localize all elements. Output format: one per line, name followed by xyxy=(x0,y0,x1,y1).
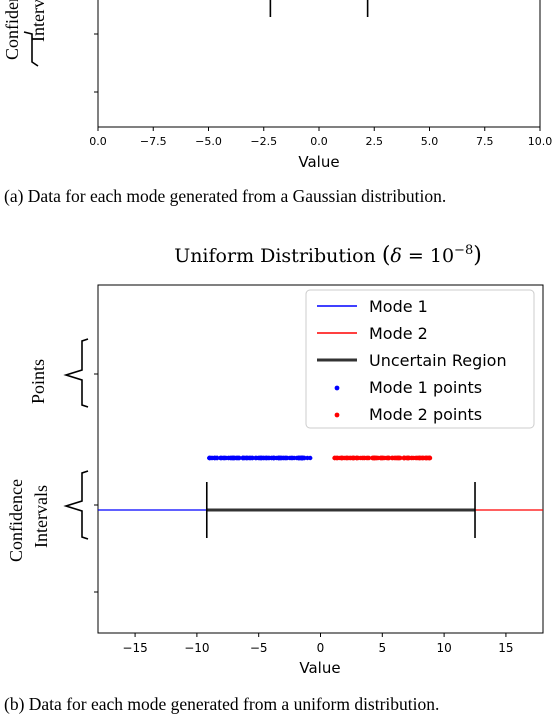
legend-mode-1-label: Mode 1 xyxy=(369,297,428,316)
panel-b: Uniform Distribution (δ = 10−8) −15 −10 −5… xyxy=(6,243,544,677)
legend-mode-1-points-label: Mode 1 points xyxy=(369,378,482,397)
mode-1-points-point xyxy=(271,455,277,461)
panel-a-x-axis-label: Value xyxy=(298,153,339,171)
legend-mode-2-label: Mode 2 xyxy=(369,324,428,343)
panel-a-xtick-label: −5.0 xyxy=(195,135,222,148)
panel-a-interval-markers xyxy=(269,0,369,17)
mode-2-points-point xyxy=(409,455,414,461)
mode-1-points-point xyxy=(228,455,233,461)
panel-b-xtick-label: 15 xyxy=(498,641,513,655)
panel-b-series xyxy=(98,482,543,538)
mode-1-points-point xyxy=(240,455,245,461)
mode-1-points-point xyxy=(218,455,223,461)
mode-2-points-point xyxy=(378,455,384,461)
panel-b-xtick-label: −10 xyxy=(184,641,209,655)
panel-a-caption: (a) Data for each mode generated from a … xyxy=(4,186,447,206)
panel-b-points-label: Points xyxy=(28,359,48,404)
legend-uncertain-region-label: Uncertain Region xyxy=(369,351,507,370)
panel-a-confidence-label: Confidence xyxy=(2,0,22,60)
panel-b-caption: (b) Data for each mode generated from a … xyxy=(4,694,440,714)
legend-mode-1-points-swatch xyxy=(334,385,340,391)
panel-b-x-axis-label: Value xyxy=(299,659,340,677)
mode-1-points-point xyxy=(244,455,250,461)
panel-a-x-ticks: 0.0 −7.5 −5.0 −2.5 0.0 2.5 5.0 7.5 10.0 xyxy=(89,127,552,148)
panel-a-xtick-label: 0.0 xyxy=(310,135,328,148)
mode-1-points-point xyxy=(279,455,284,461)
mode-1-points-point xyxy=(264,455,269,461)
mode-2-points-point xyxy=(417,455,422,461)
mode-2-points-point xyxy=(420,455,426,461)
panel-a-xtick-label: 2.5 xyxy=(366,135,384,148)
mode-1-points-point xyxy=(300,455,305,461)
mode-2-points-point xyxy=(396,455,401,461)
mode-2-points-point xyxy=(358,455,363,461)
mode-1-points-point xyxy=(257,455,262,461)
mode-2-points-point xyxy=(354,455,359,461)
mode-1-points-point xyxy=(234,455,239,461)
panel-a-xtick-label: −7.5 xyxy=(140,135,167,148)
panel-b-xtick-label: 5 xyxy=(378,641,386,655)
mode-2-points-point xyxy=(402,455,407,461)
mode-2-points-point xyxy=(365,455,370,461)
mode-2-points-point xyxy=(392,455,398,461)
mode-1-points-point xyxy=(253,455,258,461)
mode-2-points-point xyxy=(425,455,431,461)
mode-2-points-point xyxy=(374,455,379,461)
panel-a-xtick-label: 10.0 xyxy=(528,135,553,148)
panel-a-brace xyxy=(23,31,39,67)
panel-a-xtick-label: 7.5 xyxy=(476,135,494,148)
panel-b-xtick-label: 0 xyxy=(317,641,325,655)
panel-b-points-brace xyxy=(63,338,89,408)
legend-mode-2-points-label: Mode 2 points xyxy=(369,405,482,424)
panel-b-xtick-label: −5 xyxy=(250,641,268,655)
mode-1-points-point xyxy=(305,455,310,461)
panel-b-xtick-label: 10 xyxy=(436,641,451,655)
mode-2-points-point xyxy=(413,455,418,461)
panel-b-legend-box xyxy=(305,289,535,429)
mode-2-points-point xyxy=(348,455,353,461)
mode-1-points-point xyxy=(290,455,295,461)
mode-1-points-point xyxy=(285,455,290,461)
panel-b-ci-brace xyxy=(63,470,89,540)
panel-a-xtick-label: 0.0 xyxy=(89,135,107,148)
panel-a-intervals-label: Intervals xyxy=(28,0,48,42)
panel-b-x-ticks: −15 −10 −5 0 5 10 15 xyxy=(122,633,514,655)
panel-b-legend: Mode 1 Mode 2 Uncertain Region Mode 1 point… xyxy=(305,289,535,429)
panel-b-xtick-label: −15 xyxy=(122,641,147,655)
mode-2-points-point xyxy=(405,455,410,461)
panel-b-points xyxy=(207,455,433,461)
panel-b-intervals-label: Intervals xyxy=(31,485,51,548)
panel-a-y-group-label: Confidence Intervals xyxy=(2,0,48,60)
panel-b-y-ticks xyxy=(94,373,98,593)
panel-b-confidence-label: Confidence xyxy=(6,479,26,562)
mode-2-points-point xyxy=(340,455,346,461)
mode-1-points-point xyxy=(210,455,215,461)
mode-1-points-point xyxy=(248,455,253,461)
mode-2-points-point xyxy=(386,455,392,461)
mode-2-points-point xyxy=(362,455,367,461)
panel-a-xtick-label: 5.0 xyxy=(421,135,439,148)
panel-a: 0.0 −7.5 −5.0 −2.5 0.0 2.5 5.0 7.5 10.0 Value Co… xyxy=(2,0,552,171)
panel-a-xtick-label: −2.5 xyxy=(250,135,277,148)
mode-2-points-point xyxy=(332,455,337,461)
legend-mode-2-points-swatch xyxy=(334,412,340,418)
panel-b-title: Uniform Distribution (δ = 10−8) xyxy=(174,243,482,268)
